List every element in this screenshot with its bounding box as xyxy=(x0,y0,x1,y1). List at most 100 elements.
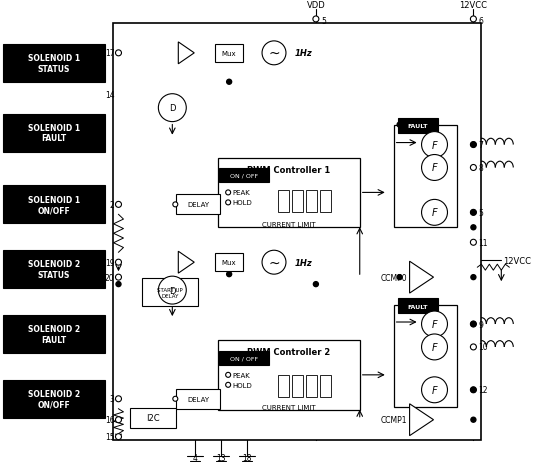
Text: 3: 3 xyxy=(110,394,115,403)
Bar xyxy=(218,158,360,228)
Bar xyxy=(215,45,243,63)
Circle shape xyxy=(115,260,121,266)
Bar xyxy=(398,299,438,313)
Text: 16: 16 xyxy=(105,415,115,424)
Text: SOLENOID 2
STATUS: SOLENOID 2 STATUS xyxy=(28,260,80,279)
Circle shape xyxy=(173,396,178,401)
Bar xyxy=(142,279,198,307)
Bar xyxy=(3,380,105,418)
Bar xyxy=(130,408,176,428)
Text: ~: ~ xyxy=(268,256,280,269)
Text: ON / OFF: ON / OFF xyxy=(230,174,258,179)
Circle shape xyxy=(225,373,230,377)
Text: 12VCC: 12VCC xyxy=(503,256,531,265)
Bar xyxy=(292,191,303,213)
Text: I2C: I2C xyxy=(147,413,160,422)
Text: SOLENOID 1
FAULT: SOLENOID 1 FAULT xyxy=(28,124,80,143)
Text: F: F xyxy=(432,208,437,218)
Bar xyxy=(3,250,105,288)
Text: 20: 20 xyxy=(105,273,115,282)
Text: 6: 6 xyxy=(479,18,483,26)
Text: CURRENT LIMIT: CURRENT LIMIT xyxy=(262,404,316,410)
Text: FAULT: FAULT xyxy=(407,124,428,129)
Circle shape xyxy=(470,387,476,393)
Circle shape xyxy=(470,142,476,148)
Text: 4: 4 xyxy=(193,453,198,462)
Circle shape xyxy=(116,282,121,287)
Text: 12VCC: 12VCC xyxy=(459,1,488,11)
Text: ON / OFF: ON / OFF xyxy=(230,356,258,361)
Text: F: F xyxy=(432,319,437,329)
Text: HOLD: HOLD xyxy=(232,200,252,206)
Text: Mux: Mux xyxy=(222,260,237,266)
Bar xyxy=(219,351,269,365)
Circle shape xyxy=(470,321,476,327)
Text: 15: 15 xyxy=(105,432,115,441)
Circle shape xyxy=(470,240,476,246)
Text: CCMP1: CCMP1 xyxy=(381,415,408,424)
Text: SOLENOID 2
ON/OFF: SOLENOID 2 ON/OFF xyxy=(28,389,80,408)
Text: 10: 10 xyxy=(479,343,488,352)
Bar xyxy=(398,119,438,133)
Circle shape xyxy=(422,200,448,226)
Bar xyxy=(278,375,289,397)
Text: 13: 13 xyxy=(217,453,226,462)
Text: ~: ~ xyxy=(268,47,280,61)
Bar xyxy=(394,125,458,228)
Text: CCMP0: CCMP0 xyxy=(381,273,408,282)
Circle shape xyxy=(397,275,402,280)
Text: F: F xyxy=(432,140,437,150)
Text: F: F xyxy=(432,342,437,352)
Polygon shape xyxy=(178,252,194,274)
Circle shape xyxy=(470,344,476,350)
Circle shape xyxy=(422,334,448,360)
Polygon shape xyxy=(178,43,194,65)
Text: D: D xyxy=(169,286,176,295)
Circle shape xyxy=(115,275,121,281)
Bar xyxy=(218,340,360,410)
Circle shape xyxy=(422,377,448,403)
Text: 7: 7 xyxy=(479,141,483,150)
Text: PWM Controller 2: PWM Controller 2 xyxy=(247,348,331,357)
Text: 18: 18 xyxy=(242,453,252,462)
Circle shape xyxy=(115,417,121,423)
Text: 17: 17 xyxy=(105,49,115,58)
Text: 2: 2 xyxy=(110,200,115,209)
Text: SOLENOID 1
STATUS: SOLENOID 1 STATUS xyxy=(28,54,80,73)
Text: 19: 19 xyxy=(105,258,115,267)
Circle shape xyxy=(471,322,476,327)
Circle shape xyxy=(173,202,178,207)
Text: F: F xyxy=(432,385,437,395)
Circle shape xyxy=(225,190,230,195)
Circle shape xyxy=(422,312,448,337)
Bar xyxy=(320,375,331,397)
Text: PEAK: PEAK xyxy=(232,190,250,196)
Text: 5: 5 xyxy=(321,18,326,26)
Bar xyxy=(394,306,458,407)
Bar xyxy=(176,389,220,409)
Circle shape xyxy=(471,225,476,230)
Bar xyxy=(292,375,303,397)
Circle shape xyxy=(397,123,402,128)
Bar xyxy=(3,186,105,224)
Text: PWM Controller 1: PWM Controller 1 xyxy=(247,166,331,175)
Circle shape xyxy=(158,94,186,122)
Bar xyxy=(219,169,269,183)
Bar xyxy=(3,45,105,82)
Bar xyxy=(215,254,243,272)
Circle shape xyxy=(115,51,121,56)
Bar xyxy=(176,195,220,215)
Polygon shape xyxy=(409,262,434,294)
Circle shape xyxy=(471,275,476,280)
Circle shape xyxy=(422,132,448,158)
Circle shape xyxy=(470,210,476,216)
Text: CURRENT LIMIT: CURRENT LIMIT xyxy=(262,222,316,228)
Circle shape xyxy=(470,165,476,171)
Text: 5: 5 xyxy=(479,208,483,217)
Text: START UP
DELAY: START UP DELAY xyxy=(157,287,183,298)
Circle shape xyxy=(158,276,186,304)
Bar xyxy=(306,375,317,397)
Bar xyxy=(112,24,481,440)
Text: D: D xyxy=(169,104,176,113)
Text: 9: 9 xyxy=(479,320,483,329)
